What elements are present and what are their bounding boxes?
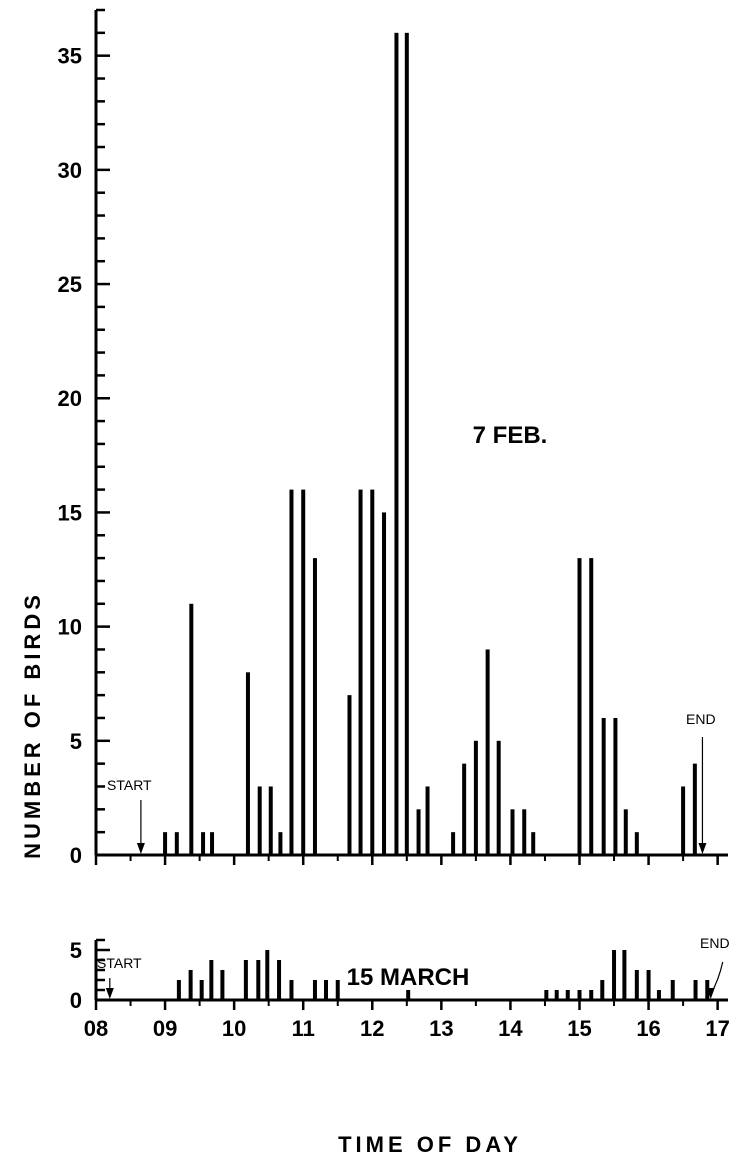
y-axis-title: NUMBER OF BIRDS bbox=[20, 591, 45, 859]
bar bbox=[312, 558, 317, 855]
bar bbox=[416, 809, 421, 855]
x-axis-title: TIME OF DAY bbox=[338, 1132, 522, 1157]
bar bbox=[358, 489, 363, 855]
y-tick-label: 0 bbox=[70, 988, 82, 1013]
bar bbox=[209, 960, 214, 1000]
bar bbox=[189, 603, 194, 855]
bar bbox=[404, 32, 409, 856]
bar bbox=[394, 32, 399, 856]
bar bbox=[692, 763, 697, 855]
bar bbox=[623, 809, 628, 855]
bar bbox=[245, 672, 250, 855]
bar bbox=[256, 960, 261, 1000]
bar bbox=[163, 832, 168, 855]
bar bbox=[600, 980, 605, 1000]
x-tick-label: 16 bbox=[636, 1016, 660, 1041]
start-arrow-head bbox=[105, 988, 114, 999]
bar bbox=[277, 960, 282, 1000]
bar bbox=[554, 990, 559, 1000]
bar bbox=[693, 980, 698, 1000]
bar bbox=[210, 832, 215, 855]
start-arrow-head bbox=[136, 843, 145, 854]
bar bbox=[612, 950, 617, 1000]
y-tick-label: 0 bbox=[70, 843, 82, 868]
bar bbox=[634, 832, 639, 855]
x-tick-label: 08 bbox=[84, 1016, 108, 1041]
bar bbox=[510, 809, 515, 855]
x-tick-label: 15 bbox=[567, 1016, 591, 1041]
bar bbox=[622, 950, 627, 1000]
bar bbox=[485, 649, 490, 855]
x-tick-label: 14 bbox=[498, 1016, 523, 1041]
start-annotation: START bbox=[107, 777, 152, 793]
bar bbox=[681, 786, 686, 855]
x-tick-label: 13 bbox=[429, 1016, 453, 1041]
y-tick-label: 10 bbox=[58, 615, 82, 640]
bar bbox=[382, 512, 387, 855]
bar bbox=[406, 990, 411, 1000]
y-tick-label: 5 bbox=[70, 938, 82, 963]
panel-label: 15 MARCH bbox=[347, 964, 470, 991]
x-tick-label: 17 bbox=[705, 1016, 729, 1041]
bar bbox=[289, 489, 294, 855]
bar bbox=[634, 970, 639, 1000]
panel-label: 7 FEB. bbox=[473, 422, 548, 449]
bar bbox=[496, 740, 501, 855]
bar bbox=[335, 980, 340, 1000]
x-tick-label: 09 bbox=[153, 1016, 177, 1041]
y-tick-label: 20 bbox=[58, 386, 82, 411]
bar bbox=[347, 695, 352, 855]
bar bbox=[199, 980, 204, 1000]
y-tick-label: 25 bbox=[58, 272, 82, 297]
y-tick-label: 35 bbox=[58, 44, 82, 69]
bar bbox=[565, 990, 570, 1000]
bar bbox=[268, 786, 273, 855]
bar bbox=[473, 740, 478, 855]
bar bbox=[265, 950, 270, 1000]
bar bbox=[243, 960, 248, 1000]
bar bbox=[670, 980, 675, 1000]
x-tick-label: 11 bbox=[292, 1016, 315, 1041]
bar bbox=[188, 970, 193, 1000]
y-tick-label: 15 bbox=[58, 500, 82, 525]
start-annotation: START bbox=[97, 955, 142, 971]
y-tick-label: 30 bbox=[58, 158, 82, 183]
bar bbox=[324, 980, 329, 1000]
bar bbox=[705, 980, 710, 1000]
end-arrow-head bbox=[706, 988, 715, 999]
end-arrow-head bbox=[698, 843, 707, 854]
bar bbox=[220, 970, 225, 1000]
bar bbox=[174, 832, 179, 855]
bar bbox=[531, 832, 536, 855]
bar bbox=[462, 763, 467, 855]
bar bbox=[201, 832, 206, 855]
bar bbox=[544, 990, 549, 1000]
bar bbox=[601, 717, 606, 855]
x-tick-label: 10 bbox=[222, 1016, 246, 1041]
bar bbox=[613, 717, 618, 855]
bar bbox=[257, 786, 262, 855]
y-tick-label: 5 bbox=[70, 729, 82, 754]
bar bbox=[589, 990, 594, 1000]
bar bbox=[278, 832, 283, 855]
bar bbox=[289, 980, 294, 1000]
bar bbox=[577, 558, 582, 855]
bar bbox=[522, 809, 527, 855]
bar bbox=[451, 832, 456, 855]
end-annotation: END bbox=[686, 711, 716, 727]
bar bbox=[646, 970, 651, 1000]
bar bbox=[312, 980, 317, 1000]
bar bbox=[656, 990, 661, 1000]
bar bbox=[301, 489, 306, 855]
bar bbox=[370, 489, 375, 855]
bar bbox=[176, 980, 181, 1000]
x-tick-label: 12 bbox=[360, 1016, 384, 1041]
bar bbox=[577, 990, 582, 1000]
bar bbox=[589, 558, 594, 855]
bar bbox=[425, 786, 430, 855]
end-annotation: END bbox=[700, 935, 730, 951]
